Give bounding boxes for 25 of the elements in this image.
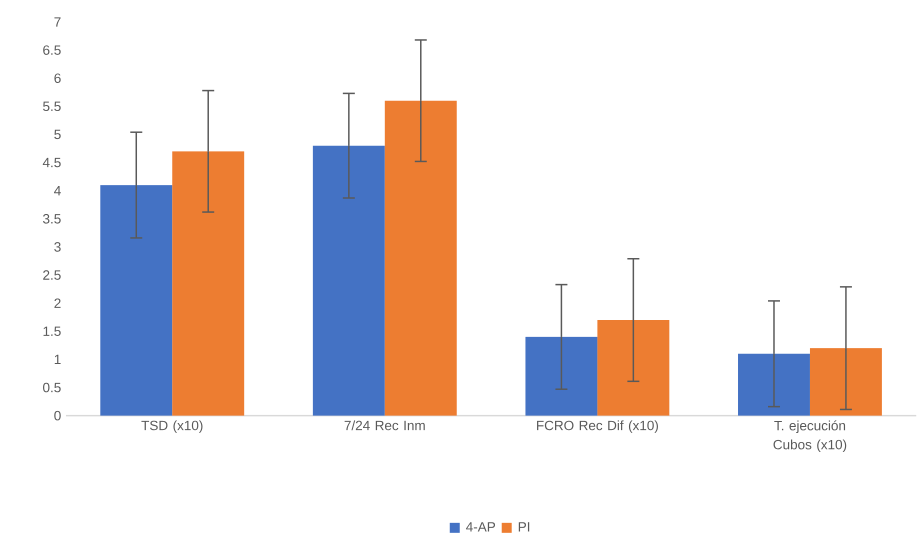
y-tick-label: 2 [54,298,61,308]
y-tick-label: 4 [54,186,61,196]
legend-label: 4-AP [466,522,496,532]
y-tick-label: 3 [54,242,61,252]
x-tick-label: 7/24 Rec Inm [344,420,425,430]
bar [172,151,244,416]
y-tick-label: 6.5 [43,45,61,55]
y-tick-label: 1.5 [44,326,61,336]
x-tick-label: T. ejecución Cubos (x10) [774,420,846,452]
y-tick-label: 7 [54,17,61,26]
y-tick-label: 5 [54,130,61,139]
x-tick-label: TSD (x10) [141,420,202,433]
y-tick-label: 4.5 [42,158,61,168]
bar [100,184,172,416]
y-tick-label: 3.5 [43,214,61,224]
legend-label: PI [518,522,530,532]
y-tick-label: 0 [54,410,61,420]
x-tick-label: FCRO Rec Dif (x10) [537,420,658,433]
bar [384,100,457,416]
y-tick-label: 2.5 [43,270,61,280]
y-tick-label: 1 [54,354,61,364]
y-tick-label: 6 [54,73,61,83]
bar [312,145,385,416]
y-tick-label: 0.5 [43,382,61,392]
y-tick-label: 5.5 [43,101,61,111]
